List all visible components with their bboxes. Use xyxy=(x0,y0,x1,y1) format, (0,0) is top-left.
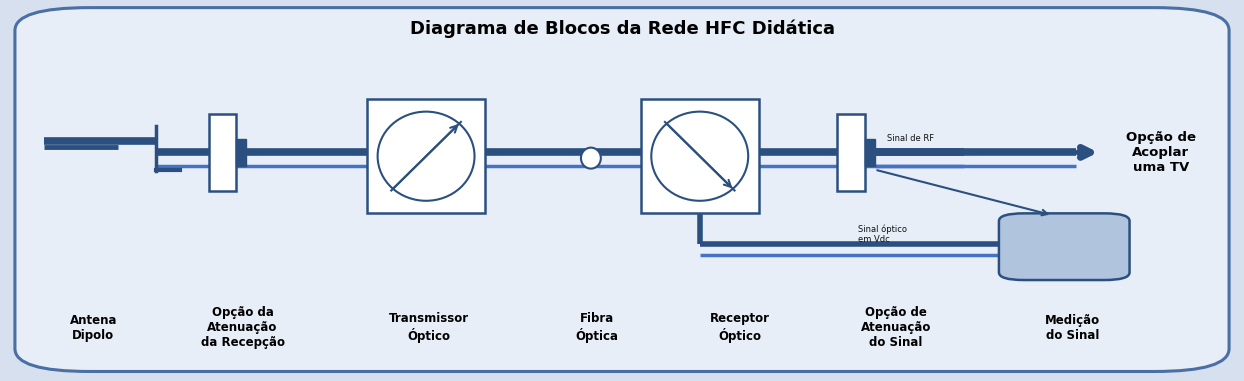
Text: Opção de
Atenuação
do Sinal: Opção de Atenuação do Sinal xyxy=(861,306,931,349)
Text: Sinal de RF: Sinal de RF xyxy=(887,134,934,143)
Text: Receptor
Óptico: Receptor Óptico xyxy=(710,312,770,343)
Text: Sinal óptico
em Vdc: Sinal óptico em Vdc xyxy=(858,224,907,244)
Text: Fibra
Óptica: Fibra Óptica xyxy=(576,312,618,343)
Bar xyxy=(367,99,485,213)
FancyBboxPatch shape xyxy=(15,8,1229,371)
Bar xyxy=(209,114,236,190)
Text: Opção de
Acoplar
uma TV: Opção de Acoplar uma TV xyxy=(1126,131,1195,174)
Ellipse shape xyxy=(652,112,748,201)
Ellipse shape xyxy=(581,148,601,168)
Text: Diagrama de Blocos da Rede HFC Didática: Diagrama de Blocos da Rede HFC Didática xyxy=(409,19,835,38)
Bar xyxy=(641,99,759,213)
Text: Medição
do Sinal: Medição do Sinal xyxy=(1045,314,1100,342)
Bar xyxy=(837,114,865,190)
Text: Antena
Dipolo: Antena Dipolo xyxy=(70,314,117,342)
Text: Transmissor
Óptico: Transmissor Óptico xyxy=(389,312,469,343)
Text: Opção da
Atenuação
da Recepção: Opção da Atenuação da Recepção xyxy=(200,306,285,349)
Ellipse shape xyxy=(378,112,474,201)
FancyBboxPatch shape xyxy=(999,213,1130,280)
Bar xyxy=(865,139,875,166)
Bar xyxy=(236,139,246,166)
